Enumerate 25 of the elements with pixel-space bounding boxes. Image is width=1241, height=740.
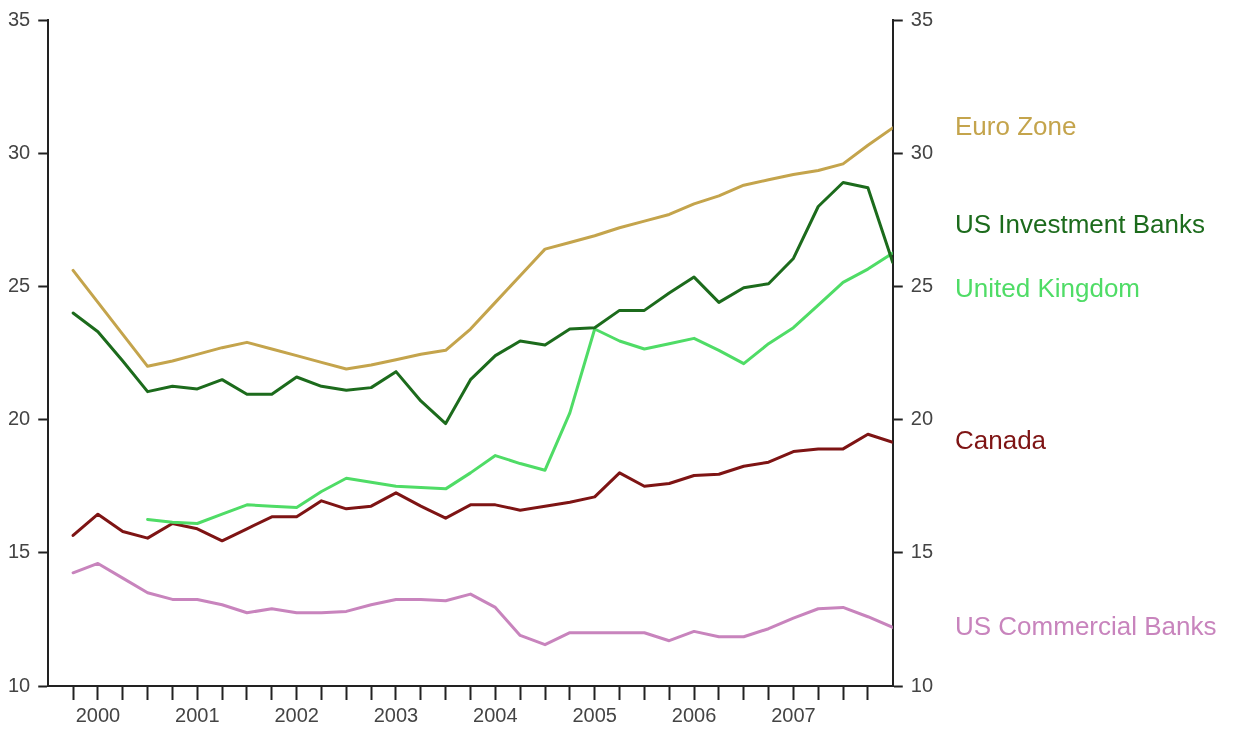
x-tick-label: 2004 [473,703,518,726]
y-tick-label: 10 [8,673,31,696]
x-tick-label: 2003 [373,703,419,726]
x-tick-label: 2001 [175,703,220,726]
text: US Commercial Banks [955,610,1217,641]
y-tick-label: 25 [8,273,31,296]
text: United Kingdom [955,272,1140,303]
x-tick-label: 2006 [671,703,717,726]
y2-tick-label: 15 [910,540,933,563]
y2-tick-label: 30 [910,140,933,163]
text: US Investment Banks [955,208,1205,239]
y2-tick-label: 25 [910,273,933,296]
y2-tick-label: 35 [910,7,933,30]
text: Canada [955,425,1047,456]
x-tick-label: 2002 [274,703,319,726]
x-tick-label: 2000 [75,703,121,726]
y2-tick-label: 10 [910,673,933,696]
y-tick-label: 15 [8,540,31,563]
y2-tick-label: 20 [910,407,933,430]
x-tick-label: 2005 [572,703,617,726]
y-tick-label: 35 [8,7,31,30]
text: Euro Zone [955,111,1077,142]
y-tick-label: 30 [8,140,31,163]
x-tick-label: 2007 [771,703,816,726]
y-tick-label: 20 [8,407,31,430]
